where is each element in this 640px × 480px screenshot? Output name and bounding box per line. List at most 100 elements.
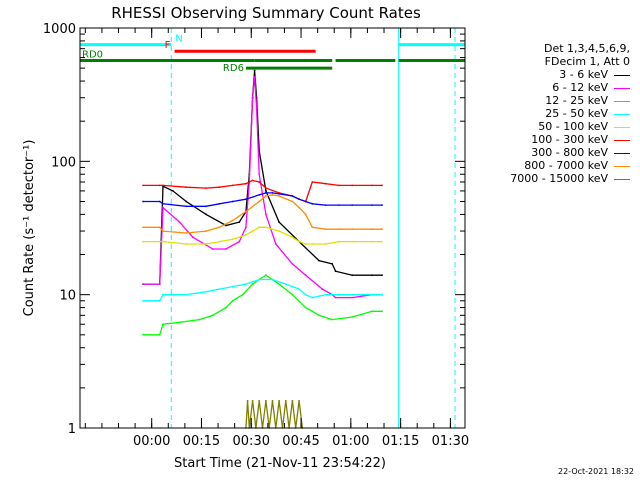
series-4-point-13 xyxy=(298,240,300,243)
series-1-point-18 xyxy=(321,288,324,290)
series-1-point-15 xyxy=(274,243,277,245)
series-4-point-16 xyxy=(324,243,327,245)
series-1-point-10 xyxy=(251,96,254,99)
series-4-point-10 xyxy=(265,226,267,229)
legend-entry-7: 800 - 7000 keV xyxy=(524,159,630,172)
legend-swatch xyxy=(614,165,630,167)
legend-header-0: Det 1,3,4,5,6,9, xyxy=(543,42,630,55)
flag-label-f: F xyxy=(165,40,171,51)
series-3-point-0 xyxy=(142,299,145,302)
series-4-point-6 xyxy=(231,238,234,241)
series-7-point-17 xyxy=(338,228,340,231)
series-2-point-14 xyxy=(304,306,307,309)
series-7-point-12 xyxy=(291,200,294,203)
legend-entry-6: 300 - 800 keV xyxy=(531,146,630,159)
legend-entry-5: 100 - 300 keV xyxy=(531,133,630,146)
series-2-point-18 xyxy=(351,316,354,318)
series-4-point-12 xyxy=(291,236,294,239)
series-0-point-14 xyxy=(265,190,267,192)
chart-title: RHESSI Observing Summary Count Rates xyxy=(111,4,421,22)
series-5-point-1 xyxy=(158,184,161,187)
series-5-point-10 xyxy=(265,187,267,190)
series-5-point-20 xyxy=(381,184,383,187)
series-line-8 xyxy=(245,400,304,429)
series-1-point-0 xyxy=(142,283,145,285)
series-0-point-22 xyxy=(381,274,383,277)
legend-swatch xyxy=(614,139,630,141)
series-5-point-19 xyxy=(371,184,373,187)
series-1-point-2 xyxy=(162,206,164,209)
series-5-point-9 xyxy=(258,181,261,183)
series-5-point-5 xyxy=(218,186,221,189)
series-3-point-12 xyxy=(304,293,307,296)
series-1-point-14 xyxy=(265,213,267,216)
series-4-point-20 xyxy=(381,240,383,243)
series-1-point-17 xyxy=(304,274,307,277)
legend-entry-0: 3 - 6 keV xyxy=(559,68,630,81)
legend-label: 100 - 300 keV xyxy=(531,133,608,146)
series-3-point-18 xyxy=(381,293,383,296)
series-2-point-16 xyxy=(318,314,320,317)
series-4-point-8 xyxy=(251,230,254,233)
series-3-point-6 xyxy=(231,285,234,288)
x-tick-label-2: 00:30 xyxy=(233,434,270,449)
legend-swatch xyxy=(614,74,630,76)
series-5-point-8 xyxy=(251,179,254,182)
series-1-point-16 xyxy=(291,263,294,265)
series-4-point-3 xyxy=(185,243,188,245)
series-3-point-13 xyxy=(311,296,314,299)
series-4-point-4 xyxy=(205,243,208,245)
series-6-point-2 xyxy=(162,202,164,205)
x-tick-label-0: 00:00 xyxy=(133,434,170,449)
y-tick-label-3: 1000 xyxy=(43,22,76,37)
legend-swatch xyxy=(614,113,630,115)
series-7-point-4 xyxy=(205,230,208,233)
series-3-point-8 xyxy=(258,278,261,281)
series-6-point-3 xyxy=(185,205,188,208)
series-2-point-7 xyxy=(231,299,234,302)
series-8-point-1 xyxy=(246,399,249,402)
series-1-point-5 xyxy=(211,248,214,250)
footer-date: 22-Oct-2021 18:32 xyxy=(558,467,634,476)
series-0-point-19 xyxy=(334,270,337,273)
series-5-point-3 xyxy=(185,186,188,189)
series-3-point-9 xyxy=(271,278,274,281)
series-1-point-1 xyxy=(158,283,161,285)
series-6-point-6 xyxy=(231,200,234,203)
series-7-point-14 xyxy=(304,213,307,216)
series-4-point-19 xyxy=(371,240,373,243)
series-5-point-7 xyxy=(245,182,247,185)
y-tick-label-1: 10 xyxy=(59,289,76,304)
series-4-point-9 xyxy=(258,226,261,229)
series-2-point-13 xyxy=(291,293,294,296)
series-1-point-6 xyxy=(225,248,227,250)
x-axis-label: Start Time (21-Nov-11 23:54:22) xyxy=(174,456,386,471)
series-2-point-6 xyxy=(225,306,227,309)
series-8-point-13 xyxy=(284,399,287,402)
series-6-point-20 xyxy=(381,204,383,207)
series-3-point-1 xyxy=(158,299,161,302)
series-6-point-17 xyxy=(338,204,340,207)
series-6-point-13 xyxy=(298,198,300,201)
legend-entry-3: 25 - 50 keV xyxy=(545,107,630,120)
series-0-point-6 xyxy=(225,224,227,227)
series-7-point-0 xyxy=(142,226,145,229)
y-tick-label-0: 1 xyxy=(68,422,76,437)
series-6-point-5 xyxy=(218,202,221,205)
series-7-point-7 xyxy=(245,210,247,213)
series-6-point-16 xyxy=(324,204,327,207)
series-1-point-20 xyxy=(334,296,337,299)
x-tick-label-4: 01:00 xyxy=(332,434,369,449)
series-2-point-11 xyxy=(265,274,267,277)
legend-entry-1: 6 - 12 keV xyxy=(552,81,630,94)
series-4-point-11 xyxy=(278,230,280,233)
series-2-point-15 xyxy=(311,310,314,313)
series-0-point-17 xyxy=(318,259,320,262)
series-0-point-3 xyxy=(172,190,174,192)
series-8-point-5 xyxy=(258,399,261,402)
series-5-point-6 xyxy=(231,184,234,187)
series-2-point-4 xyxy=(198,318,201,321)
series-1-point-12 xyxy=(255,107,258,110)
series-6-point-12 xyxy=(291,195,294,197)
